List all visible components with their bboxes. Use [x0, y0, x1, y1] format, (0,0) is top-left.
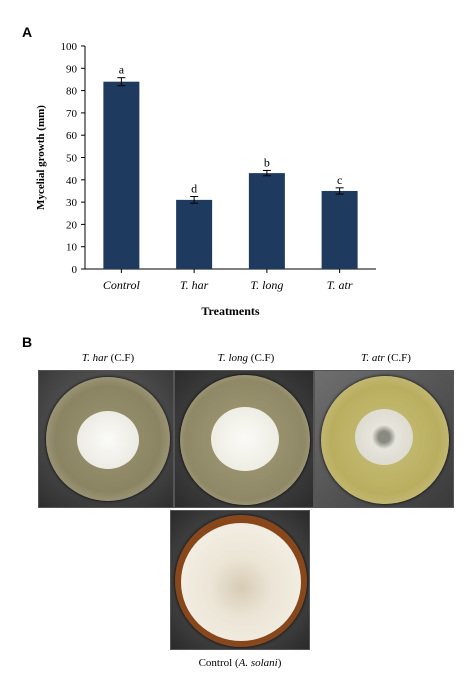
x-tick-label: T. long	[250, 278, 283, 292]
bar-chart: 0 10 20 30 40 50 60 70 80 90 100 Control T. har T. l…	[35, 41, 376, 318]
petri-photo-t-atr	[314, 370, 454, 508]
y-tick-label: 90	[66, 63, 78, 75]
caption-suffix: (C.F)	[384, 352, 411, 364]
x-tick-label: T. atr	[327, 278, 353, 292]
photo-caption-t-har: T. har (C.F)	[42, 352, 174, 364]
bar	[321, 190, 358, 269]
x-axis-title: Treatments	[201, 304, 260, 318]
photo-caption-t-atr: T. atr (C.F)	[316, 352, 456, 364]
caption-suffix: (C.F)	[248, 352, 275, 364]
panel-label-a: A	[22, 24, 33, 40]
x-tick-label: Control	[103, 278, 141, 292]
bar	[103, 81, 140, 270]
panel-label-b: B	[22, 334, 33, 350]
caption-italic: T. atr	[361, 352, 385, 364]
y-tick-label: 80	[66, 86, 78, 98]
y-axis-title: Mycelial growth (mm)	[35, 105, 47, 210]
significance-label: c	[337, 173, 342, 187]
caption-suffix: (C.F)	[107, 352, 135, 364]
y-tick-label: 0	[72, 264, 78, 276]
fungal-colony	[77, 411, 139, 469]
petri-photo-control	[170, 510, 310, 650]
y-tick-label: 10	[66, 242, 78, 254]
fungal-colony	[355, 409, 413, 465]
caption-prefix: Control (	[198, 657, 239, 669]
y-tick-label: 60	[66, 130, 78, 142]
y-tick-label: 50	[66, 153, 78, 165]
bar	[248, 173, 285, 269]
significance-label: d	[191, 182, 197, 196]
caption-italic: T. long	[217, 352, 249, 364]
petri-photo-t-har	[38, 370, 174, 508]
photo-caption-t-long: T. long (C.F)	[176, 352, 316, 364]
bar	[176, 199, 213, 269]
y-tick-label: 70	[66, 108, 78, 120]
y-tick-label: 30	[66, 197, 78, 209]
caption-italic: T. har	[81, 352, 108, 364]
photo-caption-control: Control (A. solani)	[160, 657, 320, 669]
y-tick-label: 100	[61, 41, 78, 53]
significance-label: a	[119, 63, 125, 77]
y-tick-label: 40	[66, 175, 78, 187]
fungal-colony	[211, 407, 279, 471]
y-tick-label: 20	[66, 219, 78, 231]
bars-group: a d b c	[103, 63, 358, 270]
y-axis: 0 10 20 30 40 50 60 70 80 90 100	[61, 41, 86, 276]
x-tick-label: T. har	[180, 278, 209, 292]
caption-italic: A. solani	[238, 657, 278, 669]
significance-label: b	[264, 155, 270, 169]
fungal-colony	[181, 523, 301, 641]
caption-suffix: )	[277, 657, 282, 669]
x-axis: Control T. har T. long T. atr	[85, 268, 376, 292]
petri-photo-t-long	[174, 370, 314, 508]
